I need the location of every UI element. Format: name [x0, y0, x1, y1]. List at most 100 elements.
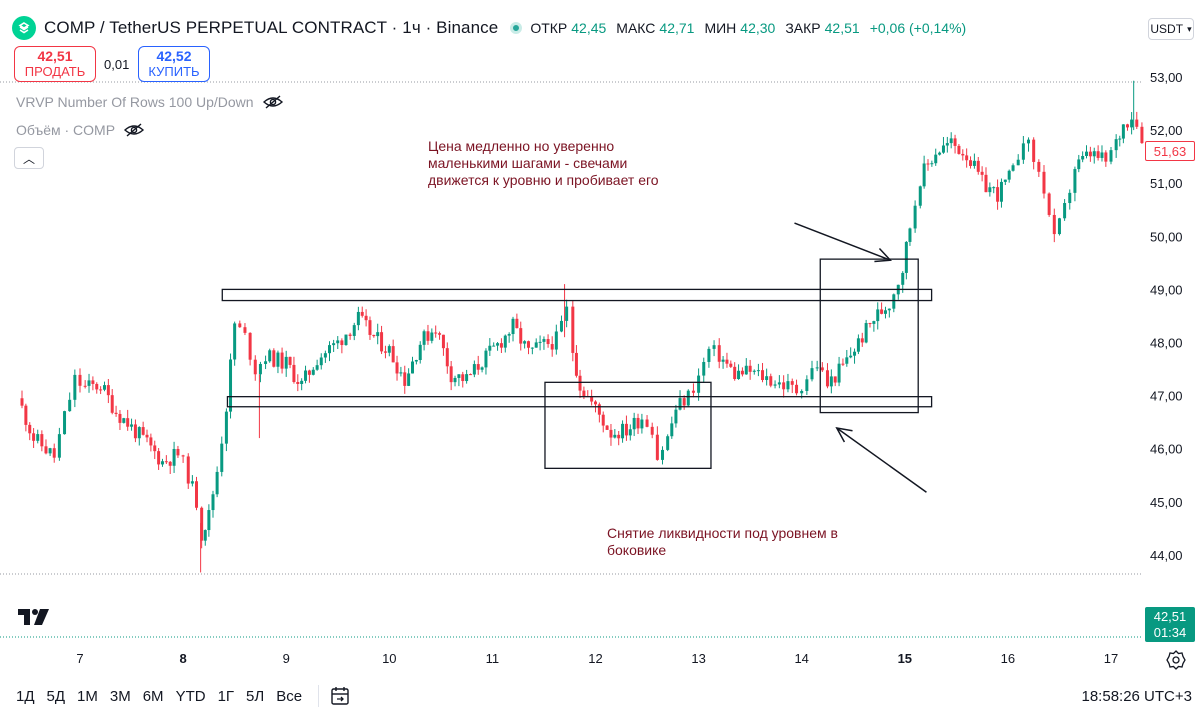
candle-body — [499, 343, 503, 348]
candle-body — [729, 363, 733, 367]
candle-body — [414, 360, 418, 362]
candle-body — [519, 328, 523, 344]
timeframe-5d[interactable]: 5Д — [46, 687, 66, 705]
utc-clock[interactable]: 18:58:26 UTC+3 — [1081, 687, 1193, 705]
timeframe-6m[interactable]: 6М — [142, 687, 164, 705]
tradingview-logo[interactable] — [16, 606, 52, 634]
candle-body — [1063, 203, 1067, 219]
candle-body — [445, 348, 449, 367]
spread-value: 0,01 — [104, 57, 130, 72]
candle-body — [233, 323, 237, 360]
candle-body — [472, 364, 476, 375]
candle-body — [559, 320, 563, 332]
candle-body — [926, 163, 930, 165]
ohlc-low-label: МИН — [704, 20, 737, 36]
candle-body — [674, 409, 678, 424]
candle-body — [110, 395, 114, 413]
bottom-toolbar: 1Д 5Д 1М 3М 6М YTD 1Г 5Л Все 18:58:26 UT… — [0, 684, 1200, 708]
candle-body — [253, 359, 257, 375]
candle-body — [682, 398, 686, 406]
timeframe-5y[interactable]: 5Л — [246, 687, 265, 705]
timeframe-3m[interactable]: 3М — [109, 687, 131, 705]
candle-body — [578, 375, 582, 391]
timeframe-1d[interactable]: 1Д — [16, 687, 35, 705]
candle-body — [996, 187, 1000, 202]
candle-body — [1130, 119, 1134, 128]
indicator-vrvp[interactable]: VRVP Number Of Rows 100 Up/Down — [16, 94, 284, 110]
sell-button[interactable]: 42,51 ПРОДАТЬ — [14, 46, 96, 82]
annotation-arrow[interactable] — [835, 426, 927, 493]
hidden-eye-icon[interactable] — [262, 94, 284, 110]
candle-body — [387, 346, 391, 353]
time-tick-label: 12 — [588, 651, 602, 666]
candle-body — [426, 331, 430, 341]
hidden-eye-icon[interactable] — [123, 122, 145, 138]
currency-selector[interactable]: USDT ▾ — [1148, 18, 1194, 40]
candle-body — [153, 445, 157, 452]
candle-body — [904, 241, 908, 273]
candle-body — [887, 308, 891, 311]
candle-body — [395, 362, 399, 374]
candle-body — [114, 412, 118, 414]
candle-body — [913, 205, 917, 229]
highlight-box[interactable] — [544, 381, 712, 469]
candle-body — [28, 424, 32, 434]
level-zone-support[interactable] — [226, 396, 933, 408]
timeframe-ytd[interactable]: YTD — [175, 687, 206, 705]
highlight-box[interactable] — [819, 258, 919, 414]
candle-body — [856, 338, 860, 352]
candle-body — [872, 321, 876, 324]
arrow-head — [874, 247, 892, 263]
candle-body — [1085, 151, 1089, 156]
ohlc-change: +0,06 (+0,14%) — [869, 20, 967, 36]
candle-body — [773, 384, 777, 386]
candle-body — [725, 359, 729, 364]
candle-body — [78, 374, 82, 386]
timeframe-all[interactable]: Все — [276, 687, 303, 705]
candle-body — [336, 340, 340, 344]
price-tick-label: 46,00 — [1150, 442, 1183, 457]
candle-body — [434, 332, 438, 334]
candle-body — [172, 448, 176, 466]
candle-body — [1032, 139, 1036, 162]
candle-body — [908, 228, 912, 242]
buy-button[interactable]: 42,52 КУПИТЬ — [138, 46, 210, 82]
candle-body — [57, 434, 61, 458]
candle-body — [565, 306, 569, 321]
level-zone-resistance[interactable] — [221, 288, 933, 302]
candle-body — [323, 353, 327, 358]
annotation-top[interactable]: Цена медленно но уверенно маленькими шаг… — [428, 138, 659, 188]
candle-body — [1118, 138, 1122, 140]
candle-body — [876, 309, 880, 322]
annotation-arrow[interactable] — [794, 222, 892, 263]
collapse-indicators-button[interactable]: ︿ — [14, 147, 44, 169]
candles-layer — [20, 80, 1150, 573]
ohlc-open-label: ОТКР — [530, 20, 568, 36]
symbol-title[interactable]: COMP / TetherUS PERPETUAL CONTRACT · 1ч … — [44, 18, 499, 37]
settings-gear-icon[interactable] — [1166, 650, 1186, 670]
candle-body — [810, 368, 814, 380]
candle-body — [594, 401, 597, 405]
candle-body — [1068, 192, 1072, 204]
candle-body — [961, 153, 965, 156]
candle-body — [438, 333, 442, 335]
candle-body — [399, 372, 403, 374]
candle-body — [207, 510, 211, 531]
candle-body — [137, 427, 141, 439]
candle-body — [1003, 179, 1007, 182]
candle-body — [391, 346, 395, 363]
timeframe-1m[interactable]: 1М — [77, 687, 98, 705]
candle-body — [721, 359, 725, 362]
annotation-bottom[interactable]: Снятие ликвидности под уровнем в боковик… — [607, 525, 838, 558]
candle-body — [712, 345, 716, 349]
candle-body — [190, 481, 194, 484]
candle-body — [292, 364, 296, 382]
candle-body — [761, 370, 765, 381]
market-open-icon — [510, 22, 523, 34]
candle-body — [1027, 139, 1031, 144]
indicator-volume[interactable]: Объём · COMP — [16, 122, 145, 138]
date-range-calendar-icon[interactable] — [329, 685, 351, 707]
timeframe-1y[interactable]: 1Г — [217, 687, 235, 705]
buy-price: 42,52 — [156, 48, 192, 64]
